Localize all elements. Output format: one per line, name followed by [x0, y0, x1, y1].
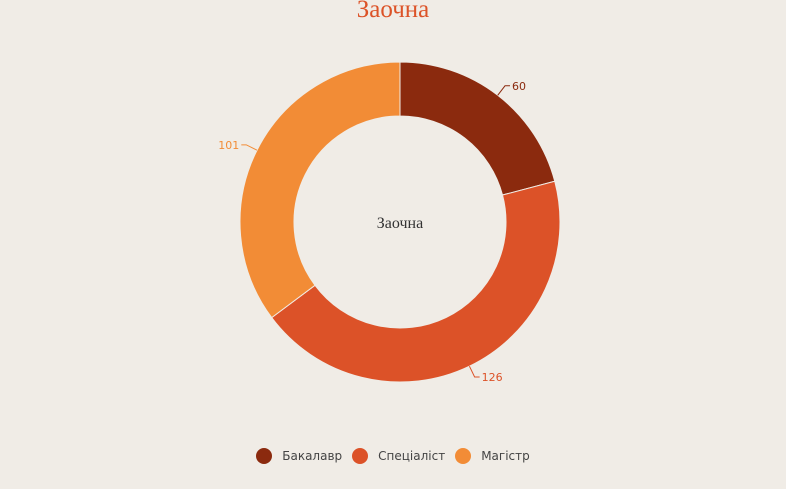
chart-title: Заочна: [356, 0, 430, 23]
data-label-0: 60: [512, 80, 526, 93]
legend-swatch: [455, 448, 472, 464]
legend-label: Бакалавр: [282, 449, 343, 463]
legend-label: Спеціаліст: [378, 449, 446, 463]
data-label-2: 101: [218, 139, 239, 152]
legend-item-1[interactable]: Спеціаліст: [352, 448, 445, 464]
connector-0: [497, 85, 511, 96]
connector-2: [241, 144, 258, 151]
data-label-1: 126: [482, 371, 503, 384]
center-label: Заочна: [377, 215, 423, 232]
legend: Бакалавр Спеціаліст Магістр: [0, 448, 786, 464]
legend-item-0[interactable]: Бакалавр: [256, 448, 342, 464]
slice-2[interactable]: [239, 61, 401, 319]
legend-swatch: [256, 448, 273, 464]
slice-0[interactable]: [399, 61, 556, 196]
legend-item-2[interactable]: Магістр: [455, 448, 530, 464]
legend-swatch: [352, 448, 369, 464]
connector-1: [468, 365, 480, 378]
legend-label: Магістр: [481, 449, 530, 463]
slice-1[interactable]: [270, 180, 561, 383]
